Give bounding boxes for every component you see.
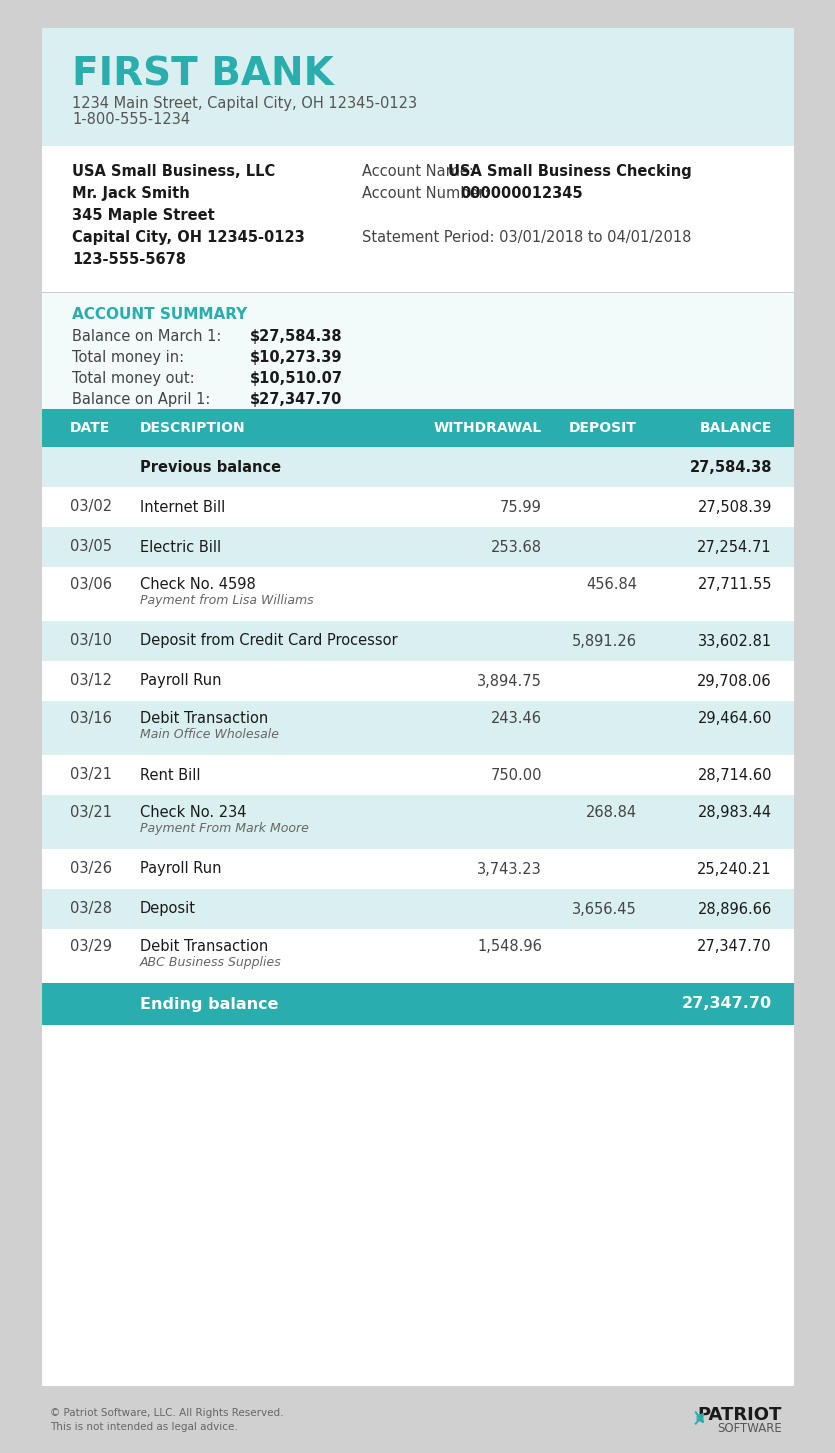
Text: 29,708.06: 29,708.06 <box>697 674 772 689</box>
Text: FIRST BANK: FIRST BANK <box>72 57 334 94</box>
Text: 345 Maple Street: 345 Maple Street <box>72 208 215 222</box>
Text: 27,584.38: 27,584.38 <box>690 459 772 475</box>
Text: 25,240.21: 25,240.21 <box>697 862 772 876</box>
Text: 03/29: 03/29 <box>70 939 112 955</box>
Text: 1,548.96: 1,548.96 <box>477 939 542 955</box>
Text: 03/21: 03/21 <box>70 767 112 783</box>
Text: 268.84: 268.84 <box>586 805 637 821</box>
Text: Electric Bill: Electric Bill <box>140 539 221 555</box>
Bar <box>42 756 794 795</box>
Bar <box>42 849 794 889</box>
Text: DESCRIPTION: DESCRIPTION <box>140 421 245 434</box>
Text: Account Name:: Account Name: <box>362 164 478 179</box>
Text: 27,711.55: 27,711.55 <box>697 577 772 593</box>
Text: 33,602.81: 33,602.81 <box>698 634 772 648</box>
Text: Payment from Lisa Williams: Payment from Lisa Williams <box>140 594 314 607</box>
Text: Account Number:: Account Number: <box>362 186 494 201</box>
Text: Check No. 234: Check No. 234 <box>140 805 246 821</box>
Text: 27,347.70: 27,347.70 <box>682 997 772 1011</box>
Text: $27,584.38: $27,584.38 <box>250 328 342 344</box>
Bar <box>42 700 794 756</box>
Bar <box>42 795 794 849</box>
Text: Internet Bill: Internet Bill <box>140 500 225 514</box>
Text: $10,273.39: $10,273.39 <box>250 350 342 365</box>
Text: Capital City, OH 12345-0123: Capital City, OH 12345-0123 <box>72 230 305 246</box>
Text: 123-555-5678: 123-555-5678 <box>72 251 186 267</box>
Text: Total money out:: Total money out: <box>72 371 195 386</box>
Text: 750.00: 750.00 <box>490 767 542 783</box>
Text: 5,891.26: 5,891.26 <box>572 634 637 648</box>
Bar <box>42 28 794 145</box>
Text: ACCOUNT SUMMARY: ACCOUNT SUMMARY <box>72 307 247 323</box>
Text: © Patriot Software, LLC. All Rights Reserved.: © Patriot Software, LLC. All Rights Rese… <box>50 1408 284 1418</box>
Text: 1234 Main Street, Capital City, OH 12345-0123: 1234 Main Street, Capital City, OH 12345… <box>72 96 418 110</box>
Text: 03/05: 03/05 <box>70 539 112 555</box>
Text: 1-800-555-1234: 1-800-555-1234 <box>72 112 190 126</box>
Text: Balance on March 1:: Balance on March 1: <box>72 328 221 344</box>
Text: $10,510.07: $10,510.07 <box>250 371 343 386</box>
Text: ABC Business Supplies: ABC Business Supplies <box>140 956 281 969</box>
Text: DEPOSIT: DEPOSIT <box>569 421 637 434</box>
Bar <box>42 487 794 527</box>
Text: 000000012345: 000000012345 <box>460 186 583 201</box>
Text: 28,714.60: 28,714.60 <box>697 767 772 783</box>
Text: Deposit: Deposit <box>140 901 196 917</box>
Text: 243.46: 243.46 <box>491 712 542 726</box>
Text: Total money in:: Total money in: <box>72 350 185 365</box>
Text: 27,347.70: 27,347.70 <box>697 939 772 955</box>
Text: Previous balance: Previous balance <box>140 459 281 475</box>
Text: Deposit from Credit Card Processor: Deposit from Credit Card Processor <box>140 634 397 648</box>
Bar <box>42 408 794 448</box>
Bar <box>42 567 794 620</box>
Bar <box>42 661 794 700</box>
Text: 03/10: 03/10 <box>70 634 112 648</box>
Text: 03/21: 03/21 <box>70 805 112 821</box>
Text: Balance on April 1:: Balance on April 1: <box>72 392 210 407</box>
Text: Debit Transaction: Debit Transaction <box>140 712 268 726</box>
Bar <box>42 448 794 487</box>
Text: Payroll Run: Payroll Run <box>140 862 221 876</box>
Text: 28,983.44: 28,983.44 <box>698 805 772 821</box>
Text: Mr. Jack Smith: Mr. Jack Smith <box>72 186 190 201</box>
Text: 29,464.60: 29,464.60 <box>697 712 772 726</box>
Text: USA Small Business Checking: USA Small Business Checking <box>448 164 692 179</box>
Text: Payment From Mark Moore: Payment From Mark Moore <box>140 822 309 835</box>
Text: 3,743.23: 3,743.23 <box>478 862 542 876</box>
Text: WITHDRAWAL: WITHDRAWAL <box>433 421 542 434</box>
Bar <box>42 620 794 661</box>
Text: BALANCE: BALANCE <box>700 421 772 434</box>
Text: 27,508.39: 27,508.39 <box>697 500 772 514</box>
Text: 456.84: 456.84 <box>586 577 637 593</box>
Text: 3,894.75: 3,894.75 <box>477 674 542 689</box>
Text: SOFTWARE: SOFTWARE <box>717 1422 782 1436</box>
Text: DATE: DATE <box>70 421 110 434</box>
Text: 75.99: 75.99 <box>500 500 542 514</box>
Text: 03/02: 03/02 <box>70 500 112 514</box>
Text: USA Small Business, LLC: USA Small Business, LLC <box>72 164 276 179</box>
Text: Main Office Wholesale: Main Office Wholesale <box>140 728 279 741</box>
Text: 253.68: 253.68 <box>491 539 542 555</box>
Text: Debit Transaction: Debit Transaction <box>140 939 268 955</box>
Text: 28,896.66: 28,896.66 <box>698 901 772 917</box>
Bar <box>42 984 794 1024</box>
Bar <box>42 928 794 984</box>
Text: $27,347.70: $27,347.70 <box>250 392 342 407</box>
Text: 3,656.45: 3,656.45 <box>572 901 637 917</box>
Bar <box>42 527 794 567</box>
Text: This is not intended as legal advice.: This is not intended as legal advice. <box>50 1422 238 1433</box>
Text: 27,254.71: 27,254.71 <box>697 539 772 555</box>
Text: 03/12: 03/12 <box>70 674 112 689</box>
Bar <box>42 294 794 408</box>
Text: 03/28: 03/28 <box>70 901 112 917</box>
Bar <box>42 889 794 928</box>
Text: Rent Bill: Rent Bill <box>140 767 200 783</box>
Text: 03/06: 03/06 <box>70 577 112 593</box>
Text: PATRIOT: PATRIOT <box>697 1407 782 1424</box>
Text: Payroll Run: Payroll Run <box>140 674 221 689</box>
Text: Ending balance: Ending balance <box>140 997 279 1011</box>
Text: 03/16: 03/16 <box>70 712 112 726</box>
Text: Statement Period: 03/01/2018 to 04/01/2018: Statement Period: 03/01/2018 to 04/01/20… <box>362 230 691 246</box>
Text: 03/26: 03/26 <box>70 862 112 876</box>
Text: Check No. 4598: Check No. 4598 <box>140 577 256 593</box>
